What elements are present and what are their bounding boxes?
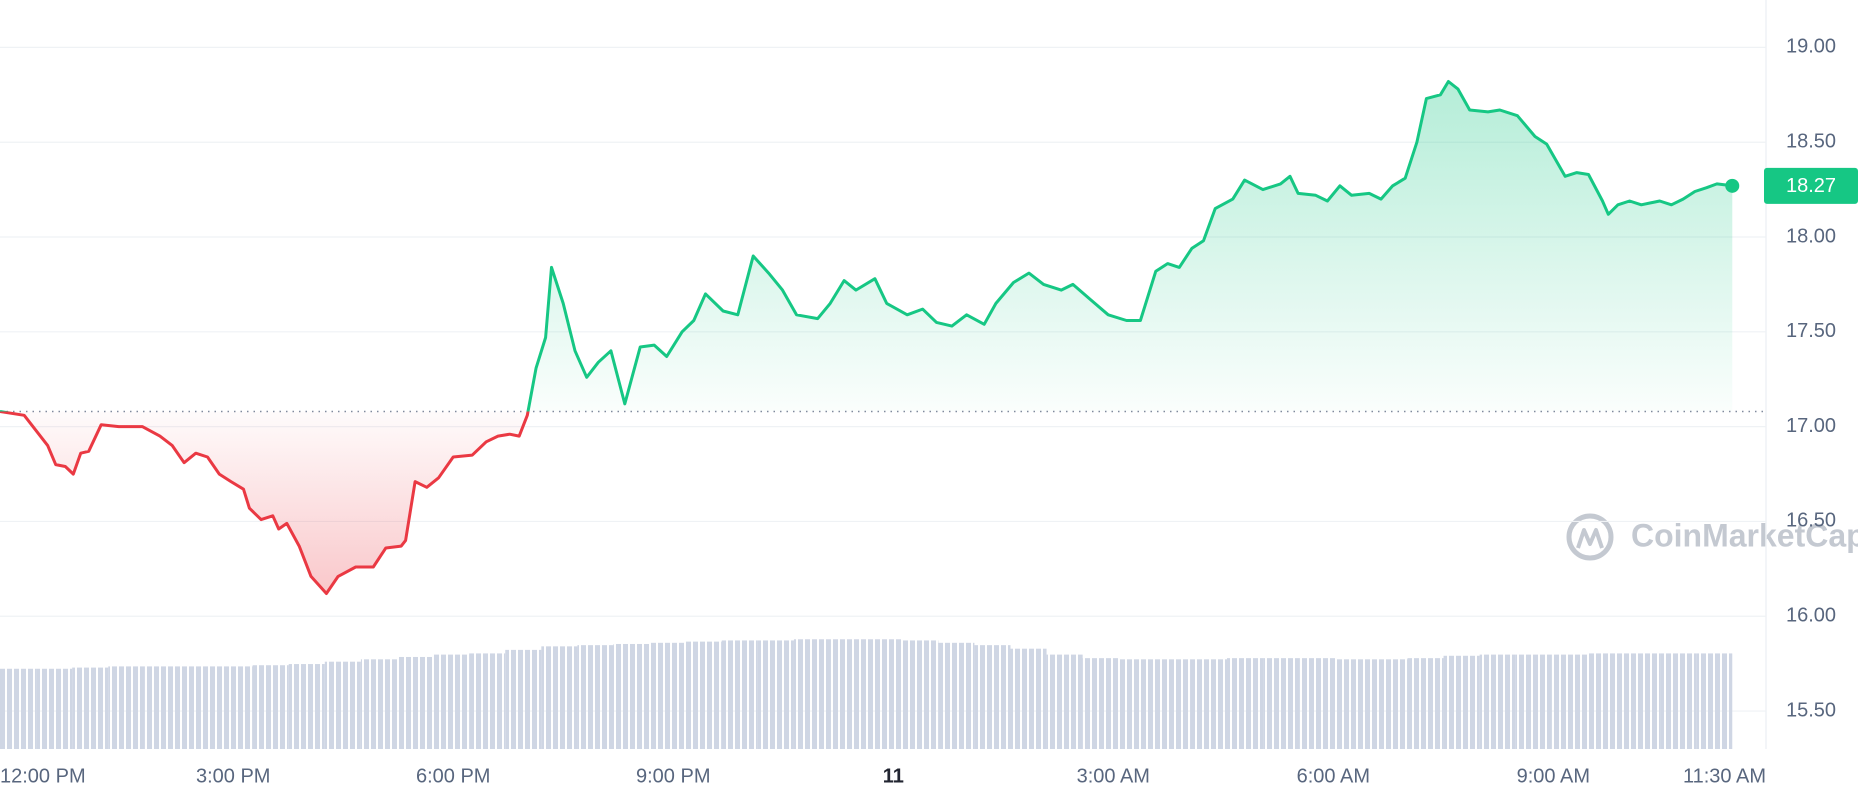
volume-bar — [1154, 659, 1191, 749]
y-tick-label: 16.50 — [1786, 510, 1836, 532]
volume-bar — [1660, 653, 1697, 749]
volume-bar — [613, 643, 650, 749]
x-tick-label: 6:00 PM — [416, 765, 490, 787]
volume-bar — [974, 645, 1011, 749]
x-tick-label: 6:00 AM — [1297, 765, 1370, 787]
volume-bar — [866, 639, 903, 749]
volume-bar — [252, 665, 289, 749]
volume-bar — [1227, 658, 1264, 749]
volume-bar — [433, 654, 470, 749]
volume-bar — [72, 667, 109, 749]
x-tick-label: 11:30 AM — [1683, 765, 1766, 787]
x-tick-label: 3:00 AM — [1077, 765, 1150, 787]
volume-bar — [830, 639, 867, 749]
volume-bar — [0, 668, 37, 749]
volume-bar — [108, 666, 145, 749]
volume-bar — [685, 641, 722, 749]
volume-bar — [1190, 659, 1228, 749]
volume-bar — [1010, 648, 1047, 749]
last-point — [1725, 178, 1740, 193]
y-tick-label: 16.00 — [1786, 605, 1836, 627]
volume-bar — [1371, 659, 1408, 749]
volume-bar — [1551, 654, 1588, 749]
price-line — [0, 80, 1733, 595]
y-tick-label: 17.50 — [1786, 320, 1836, 342]
volume-bar — [757, 640, 794, 749]
volume-bar — [180, 666, 217, 749]
x-tick-label: 3:00 PM — [196, 765, 270, 787]
volume-bar — [1479, 654, 1516, 749]
y-tick-label: 18.00 — [1786, 225, 1836, 247]
volume-bar — [1443, 655, 1480, 749]
volume-bar — [721, 640, 758, 749]
volume-bar — [324, 661, 361, 749]
area — [0, 81, 1733, 594]
volume-bar — [1046, 654, 1083, 749]
volume-bar — [1515, 654, 1552, 749]
y-tick-label: 19.00 — [1786, 36, 1836, 58]
volume-bar — [1623, 653, 1661, 749]
volume-bar — [793, 639, 831, 749]
y-tick-label: 18.50 — [1786, 130, 1836, 152]
volume-bar — [577, 645, 614, 749]
volume-bar — [144, 666, 181, 749]
volume-bar — [396, 656, 434, 749]
volume-bar — [360, 659, 397, 749]
watermark-text: CoinMarketCap — [1631, 517, 1858, 553]
volume-bar — [1118, 659, 1155, 749]
volume-bar — [938, 642, 975, 749]
volume-bar — [649, 642, 686, 749]
y-tick-label: 15.50 — [1786, 699, 1836, 721]
volume-bar — [1696, 653, 1733, 749]
volume-bar — [1299, 658, 1336, 749]
volume-bar — [902, 640, 939, 749]
price-badge-label: 18.27 — [1786, 175, 1836, 197]
y-tick-label: 17.00 — [1786, 415, 1836, 437]
x-tick-label: 9:00 AM — [1517, 765, 1590, 787]
volume-bar — [505, 649, 542, 749]
volume-bar — [469, 653, 506, 749]
volume-bar — [541, 646, 578, 749]
x-tick-label: 12:00 PM — [0, 765, 86, 787]
volume-bar — [216, 666, 253, 749]
volume-bar — [36, 668, 73, 749]
x-tick-label: 9:00 PM — [636, 765, 710, 787]
volume-bar — [1263, 658, 1300, 749]
volume-bar — [288, 664, 325, 749]
price-badge — [1764, 167, 1858, 204]
volume-bar — [1335, 659, 1372, 749]
volume-bar — [1587, 653, 1624, 749]
volume-bar — [1082, 658, 1119, 749]
x-tick-label: 11 — [883, 765, 904, 787]
volume-bar — [1407, 658, 1444, 749]
watermark: CoinMarketCap — [1566, 513, 1858, 561]
